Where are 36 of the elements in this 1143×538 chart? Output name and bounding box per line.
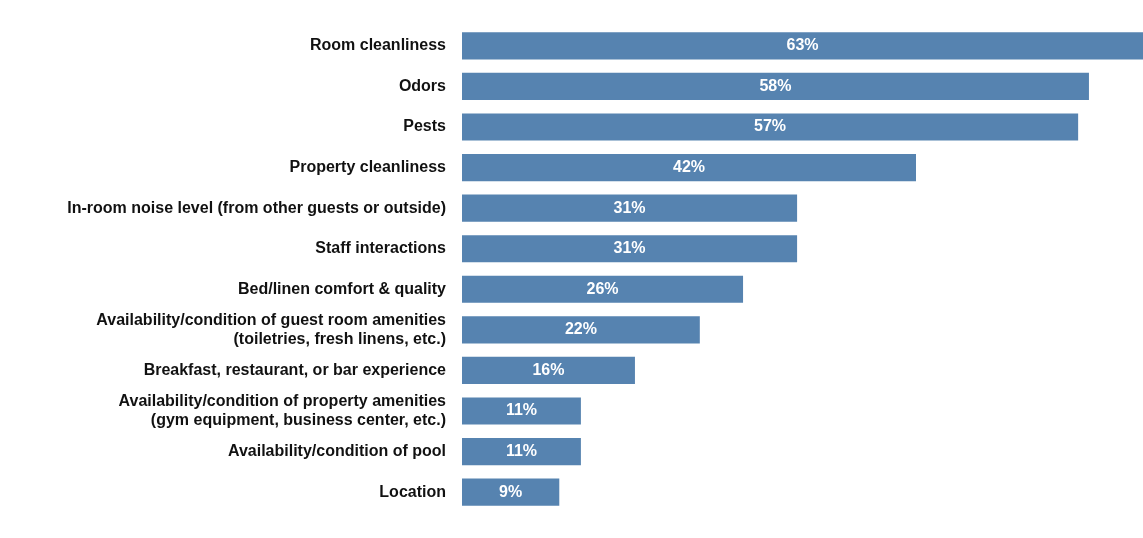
data-label: 31% bbox=[613, 239, 646, 257]
bar bbox=[462, 478, 560, 506]
data-label: 63% bbox=[786, 36, 819, 54]
bar bbox=[462, 32, 1143, 60]
bar bbox=[462, 194, 798, 222]
y-tick-label: Pests bbox=[403, 117, 447, 135]
y-tick-label: Bed/linen comfort & quality bbox=[237, 279, 447, 297]
y-tick-label: Staff interactions bbox=[315, 239, 447, 257]
data-label: 26% bbox=[586, 279, 619, 297]
data-label: 57% bbox=[754, 117, 787, 135]
data-label: 31% bbox=[613, 198, 646, 216]
y-tick-label: Breakfast, restaurant, or bar experience bbox=[143, 360, 447, 378]
bar bbox=[462, 316, 700, 344]
data-label: 22% bbox=[564, 320, 597, 338]
data-label: 42% bbox=[672, 157, 706, 175]
bar bbox=[462, 72, 1089, 101]
bar bbox=[462, 275, 744, 303]
bar bbox=[462, 437, 581, 466]
data-label: 58% bbox=[759, 76, 792, 94]
y-tick-label: Location bbox=[379, 482, 446, 500]
y-tick-label: In-room noise level (from other guests or outside) bbox=[67, 198, 446, 216]
y-tick-label: Availability/condition of guest room amenities (toiletries, fresh linens, etc.) bbox=[96, 310, 447, 347]
data-label: 11% bbox=[505, 441, 538, 459]
y-tick-label: Property cleanliness bbox=[289, 157, 447, 175]
bar bbox=[462, 356, 635, 385]
data-label: 16% bbox=[532, 360, 565, 378]
bar bbox=[462, 397, 581, 425]
y-tick-label: Room cleanliness bbox=[309, 36, 447, 54]
bar bbox=[462, 235, 798, 263]
data-label: 11% bbox=[505, 401, 538, 419]
bar bbox=[462, 153, 916, 182]
y-tick-label: Odors bbox=[398, 76, 447, 94]
bar bbox=[462, 113, 1079, 141]
y-tick-label: Availability/condition of pool bbox=[227, 441, 446, 459]
y-tick-label: Availability/condition of property amenities (gym equipment, business center, etc.) bbox=[118, 391, 447, 428]
data-label: 9% bbox=[499, 482, 523, 500]
